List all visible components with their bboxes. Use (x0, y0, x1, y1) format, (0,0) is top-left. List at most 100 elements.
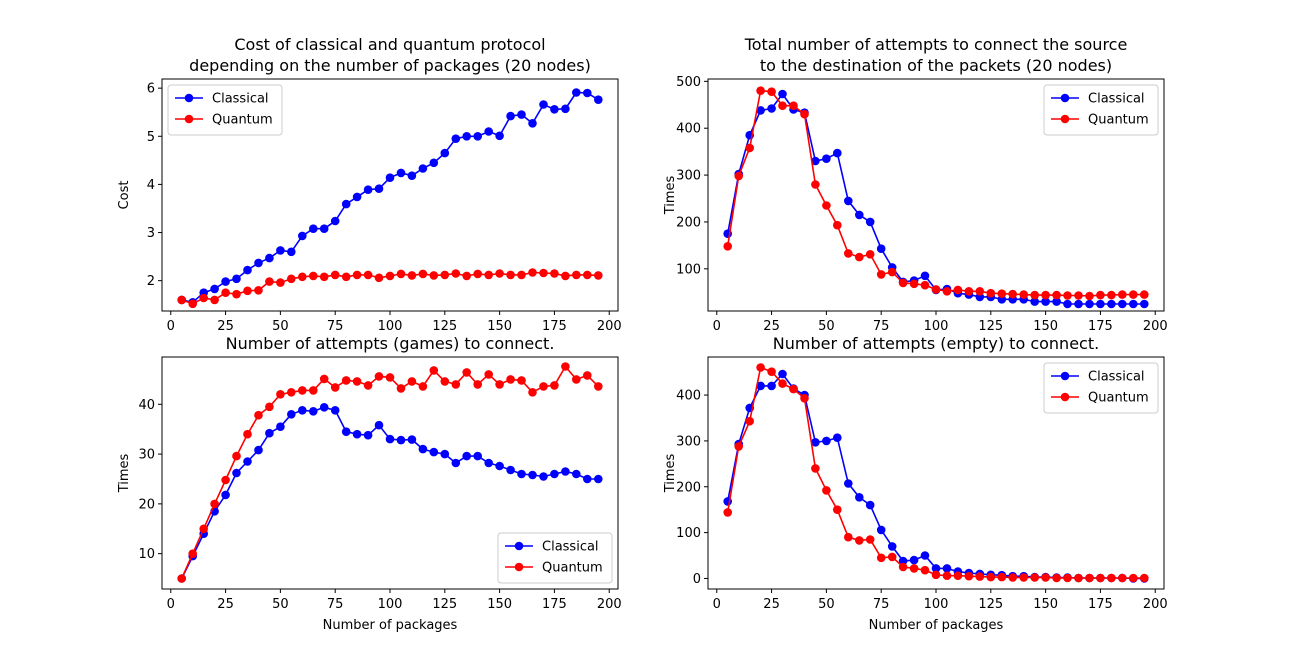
data-point-classical (265, 428, 274, 438)
y-tick-label: 100 (676, 526, 701, 541)
y-tick-label: 10 (138, 547, 155, 562)
data-point-quantum (997, 572, 1007, 582)
chart-panel-1: Cost of classical and quantum protocol de… (117, 35, 622, 334)
data-point-quantum (833, 220, 842, 230)
data-point-classical (865, 500, 875, 510)
data-point-classical (495, 131, 504, 141)
x-tick-label: 50 (818, 319, 835, 334)
data-point-quantum (844, 532, 853, 542)
data-point-quantum (1008, 289, 1017, 299)
data-point-classical (550, 105, 559, 114)
data-point-quantum (561, 362, 570, 371)
x-tick-label: 100 (378, 597, 403, 612)
data-point-quantum (440, 270, 450, 280)
data-point-classical (473, 451, 483, 461)
data-point-quantum (199, 524, 208, 534)
data-point-quantum (583, 270, 592, 280)
data-point-classical (385, 173, 395, 182)
data-point-quantum (550, 269, 559, 278)
data-point-quantum (1096, 290, 1105, 300)
data-point-quantum (298, 272, 307, 282)
data-point-quantum (517, 376, 526, 385)
data-point-classical (319, 224, 329, 233)
data-point-quantum (484, 270, 494, 280)
data-point-quantum (1085, 573, 1094, 583)
data-point-quantum (865, 535, 875, 544)
y-tick-label: 4 (147, 178, 155, 193)
y-tick-label: 5 (147, 130, 155, 145)
legend-marker-quantum (514, 562, 524, 572)
data-point-quantum (385, 271, 395, 281)
y-tick-label: 30 (138, 448, 155, 463)
x-tick-label: 50 (272, 597, 289, 612)
data-point-classical (855, 493, 864, 502)
data-point-quantum (865, 250, 875, 259)
data-point-quantum (495, 380, 504, 389)
data-point-classical (1074, 299, 1083, 309)
data-point-quantum (734, 171, 743, 181)
data-point-classical (517, 110, 526, 119)
data-point-quantum (506, 375, 515, 384)
data-point-classical (942, 564, 952, 573)
data-point-quantum (1140, 290, 1149, 299)
x-tick-label: 75 (327, 597, 344, 612)
data-point-quantum (942, 571, 952, 580)
x-axis-label: Number of packages (323, 618, 458, 633)
data-point-quantum (309, 386, 318, 395)
data-point-quantum (909, 564, 919, 573)
data-point-classical (396, 435, 406, 445)
data-point-quantum (723, 242, 732, 251)
data-point-classical (429, 447, 439, 457)
x-tick-label: 75 (327, 319, 344, 334)
data-point-classical (920, 551, 930, 560)
data-point-quantum (188, 549, 197, 558)
data-point-quantum (276, 390, 285, 399)
legend-marker-classical (514, 541, 524, 551)
x-tick-label: 150 (1033, 597, 1058, 612)
data-point-classical (833, 148, 842, 158)
data-point-classical (572, 469, 581, 479)
x-tick-label: 25 (763, 597, 780, 612)
data-point-quantum (177, 295, 186, 305)
data-point-classical (254, 445, 263, 455)
data-point-classical (484, 127, 494, 136)
x-tick-label: 100 (924, 319, 949, 334)
data-point-quantum (298, 386, 307, 395)
data-point-classical (931, 564, 941, 573)
data-point-quantum (407, 377, 417, 386)
data-point-classical (811, 438, 820, 447)
legend-marker-quantum (184, 114, 194, 124)
data-point-classical (330, 406, 340, 415)
data-point-quantum (352, 377, 362, 386)
data-point-quantum (986, 288, 996, 298)
data-point-quantum (1030, 290, 1039, 300)
data-point-classical (352, 192, 362, 202)
data-point-quantum (352, 270, 362, 280)
data-point-classical (767, 104, 776, 113)
data-point-classical (539, 472, 548, 481)
data-point-quantum (539, 268, 548, 278)
data-point-quantum (997, 289, 1007, 299)
x-tick-label: 125 (432, 597, 457, 612)
data-point-quantum (920, 565, 930, 575)
x-tick-label: 100 (378, 319, 403, 334)
data-point-classical (352, 429, 362, 439)
data-point-classical (1041, 297, 1050, 306)
data-point-classical (528, 470, 537, 480)
x-tick-label: 25 (763, 319, 780, 334)
data-point-quantum (276, 278, 285, 287)
legend-label-quantum: Quantum (212, 113, 273, 128)
data-point-quantum (385, 373, 395, 382)
data-point-classical (374, 184, 384, 193)
data-point-classical (254, 258, 263, 268)
data-point-quantum (964, 287, 974, 296)
data-point-classical (232, 468, 241, 478)
data-point-classical (287, 410, 296, 419)
data-point-classical (756, 381, 765, 391)
data-point-quantum (221, 288, 230, 298)
data-point-quantum (210, 499, 219, 509)
data-point-quantum (418, 269, 428, 279)
y-tick-label: 2 (147, 274, 155, 289)
data-point-classical (572, 88, 581, 97)
